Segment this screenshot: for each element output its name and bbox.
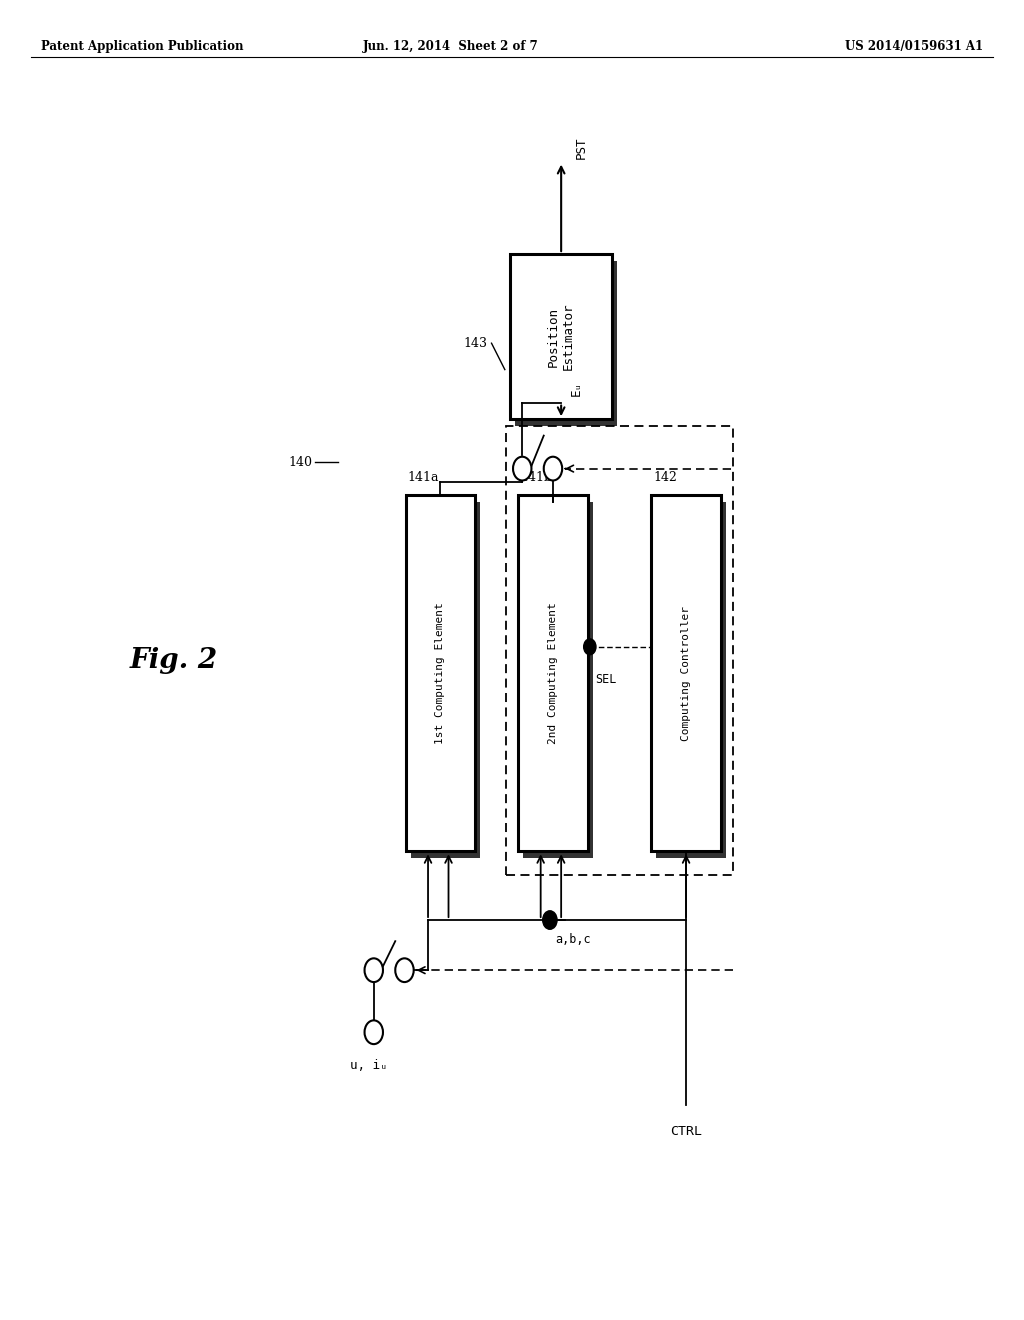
Text: 141b: 141b: [520, 471, 552, 484]
Text: 140: 140: [289, 455, 312, 469]
Text: 142: 142: [653, 471, 677, 484]
Text: US 2014/0159631 A1: US 2014/0159631 A1: [845, 40, 983, 53]
Text: Fig. 2: Fig. 2: [130, 647, 218, 673]
Text: Eᵤ: Eᵤ: [569, 381, 583, 396]
Bar: [523, 502, 593, 858]
Circle shape: [513, 457, 531, 480]
Bar: [515, 261, 617, 425]
Text: 2nd Computing Element: 2nd Computing Element: [548, 602, 558, 744]
Circle shape: [395, 958, 414, 982]
Text: 141a: 141a: [408, 471, 439, 484]
Bar: [518, 495, 588, 851]
Text: Jun. 12, 2014  Sheet 2 of 7: Jun. 12, 2014 Sheet 2 of 7: [362, 40, 539, 53]
Text: Position
Estimator: Position Estimator: [547, 302, 575, 371]
Bar: [651, 495, 721, 851]
Bar: [411, 502, 480, 858]
Text: Computing Controller: Computing Controller: [681, 606, 691, 741]
Text: SEL: SEL: [595, 673, 616, 686]
Circle shape: [584, 639, 596, 655]
Text: 143: 143: [464, 337, 487, 350]
Bar: [510, 253, 612, 420]
Text: CTRL: CTRL: [670, 1125, 702, 1138]
Text: PST: PST: [574, 136, 588, 160]
Bar: [656, 502, 726, 858]
Circle shape: [365, 958, 383, 982]
Text: u, iᵤ: u, iᵤ: [350, 1059, 387, 1072]
Circle shape: [543, 911, 557, 929]
Circle shape: [544, 457, 562, 480]
Circle shape: [365, 1020, 383, 1044]
Text: Patent Application Publication: Patent Application Publication: [41, 40, 244, 53]
Text: 1st Computing Element: 1st Computing Element: [435, 602, 445, 744]
Bar: [406, 495, 475, 851]
Bar: [506, 426, 733, 875]
Text: a,b,c: a,b,c: [555, 933, 591, 946]
